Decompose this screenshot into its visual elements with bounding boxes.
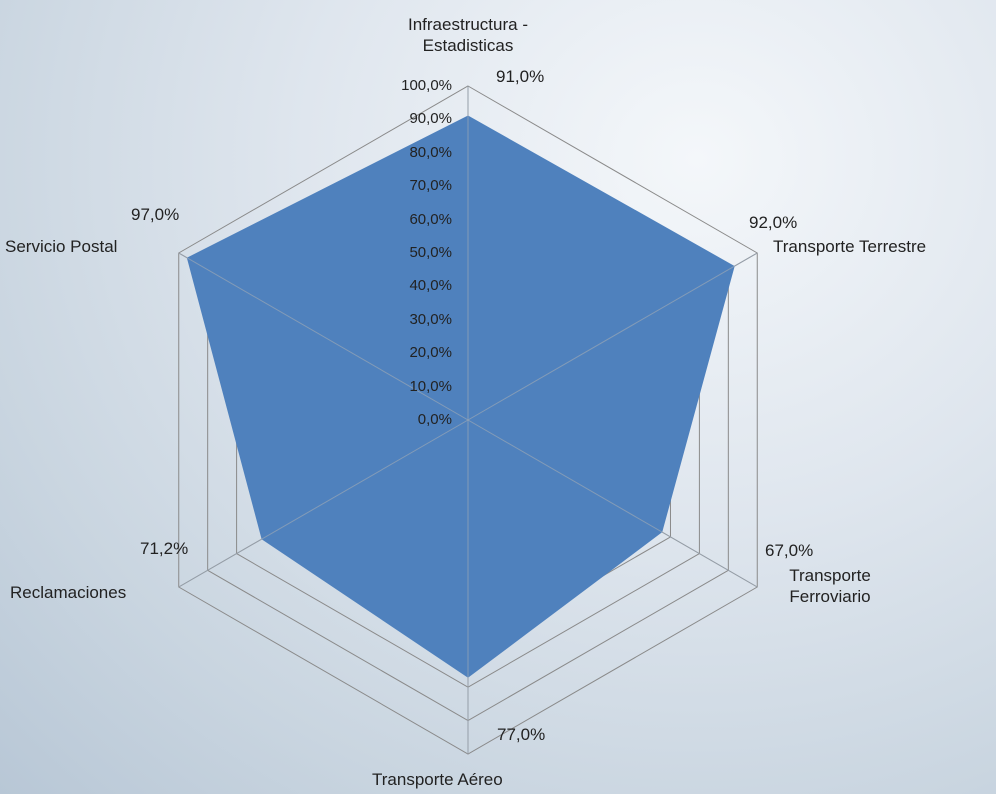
value-label: 67,0% — [765, 541, 814, 560]
category-label: Transporte Aéreo — [372, 770, 503, 789]
value-label: 91,0% — [496, 67, 545, 86]
r-tick-label: 80,0% — [409, 143, 452, 161]
value-label: 97,0% — [131, 205, 180, 224]
spoke — [467, 419, 758, 588]
r-tick-label: 30,0% — [409, 310, 452, 328]
r-tick-label: 100,0% — [401, 77, 452, 94]
category-label: Servicio Postal — [5, 237, 118, 256]
spoke — [467, 252, 758, 421]
r-tick-label: 60,0% — [409, 210, 452, 228]
value-label: 77,0% — [497, 725, 546, 744]
category-label: Reclamaciones — [10, 583, 127, 602]
category-label: Infraestructura - Estadisticas — [408, 15, 528, 55]
r-tick-label: 0,0% — [417, 411, 452, 428]
r-tick-label: 70,0% — [409, 177, 452, 195]
r-tick-label: 40,0% — [409, 277, 452, 295]
r-tick-label: 20,0% — [409, 344, 452, 362]
value-label: 71,2% — [140, 539, 189, 558]
category-label: Transporte Terrestre — [773, 237, 927, 256]
r-tick-label: 10,0% — [409, 377, 452, 395]
r-tick-label: 90,0% — [409, 110, 452, 128]
value-label: 92,0% — [749, 213, 798, 232]
category-label: Transporte Ferroviario — [789, 566, 871, 606]
r-tick-label: 50,0% — [409, 244, 452, 261]
spoke — [178, 419, 469, 588]
spoke — [178, 252, 469, 421]
